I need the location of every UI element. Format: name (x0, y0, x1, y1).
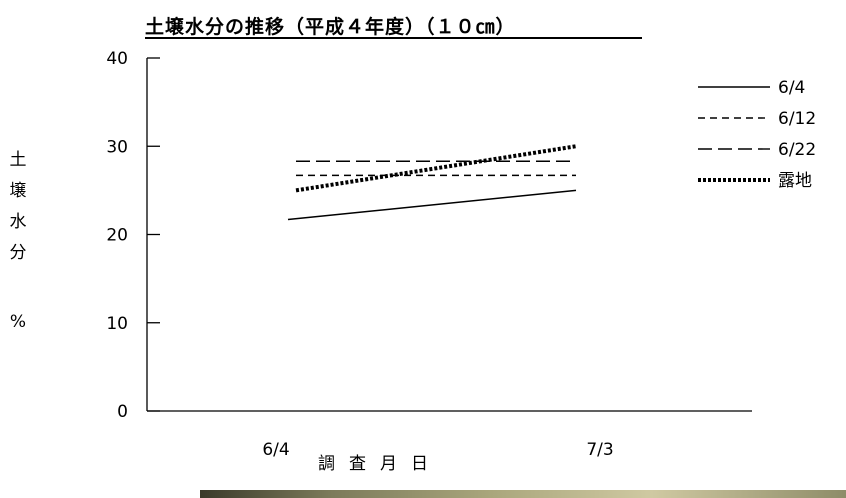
photo-strip (200, 490, 846, 498)
chart-title: 土壌水分の推移（平成４年度）（１０㎝） (145, 15, 516, 38)
legend-label-2: 6/22 (778, 140, 816, 160)
y-axis-label-char-1: 壌 (10, 181, 27, 201)
y-axis-label: 土壌水分% (10, 150, 27, 332)
x-tick-label-1: 7/3 (586, 440, 613, 460)
y-axis-label-char-3: 分 (10, 243, 27, 263)
x-tick-label-0: 6/4 (262, 440, 289, 460)
y-tick-label-20: 20 (106, 226, 128, 246)
legend-label-1: 6/12 (778, 109, 816, 129)
y-axis-label-char-0: 土 (10, 150, 27, 170)
y-tick-label-10: 10 (106, 314, 128, 334)
x-axis-label: 調査月日 (318, 454, 442, 474)
y-ticks: 0 10 20 30 40 (106, 49, 160, 422)
y-axis-label-char-2: 水 (10, 212, 27, 232)
legend-label-3: 露地 (778, 171, 812, 191)
y-tick-label-30: 30 (106, 137, 128, 157)
legend-label-0: 6/4 (778, 78, 805, 98)
x-ticks: 6/4 7/3 (262, 440, 613, 460)
y-axis-label-char-4: % (10, 312, 26, 332)
legend: 6/4 6/12 6/22 露地 (698, 78, 816, 191)
series-line-3 (295, 144, 577, 193)
y-tick-label-0: 0 (117, 402, 128, 422)
series-layer (287, 144, 577, 221)
y-tick-label-40: 40 (106, 49, 128, 69)
series-line-0 (287, 189, 577, 221)
